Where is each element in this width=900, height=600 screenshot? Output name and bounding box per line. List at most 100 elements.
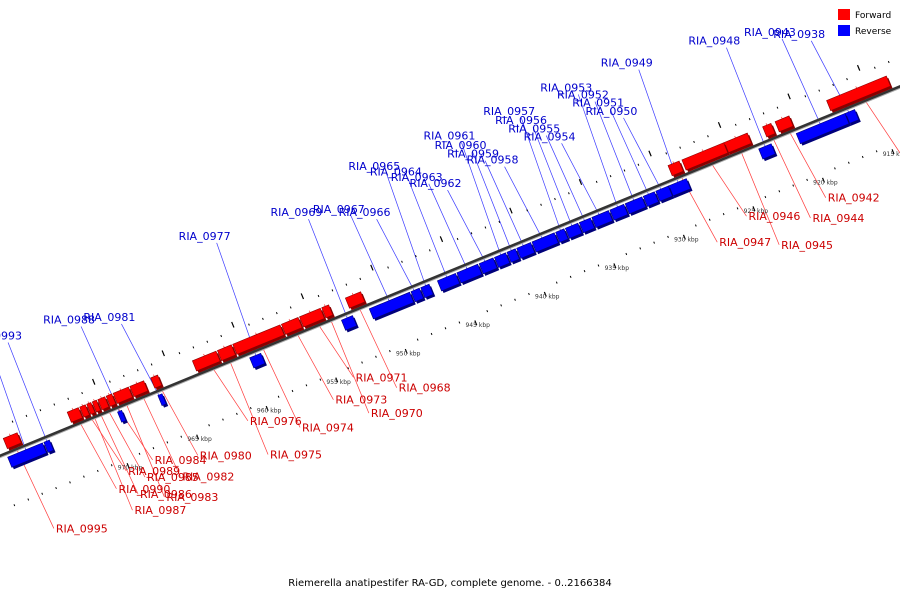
gene-label-RIA_0967[interactable]: RIA_0967 [313, 203, 365, 216]
gene-label-RIA_0948[interactable]: RIA_0948 [688, 35, 740, 48]
gene-label-RIA_0944[interactable]: RIA_0944 [812, 212, 864, 225]
gene-RIA_0952[interactable] [624, 196, 649, 216]
gene-label-RIA_0938[interactable]: RIA_0938 [773, 28, 825, 41]
gene-label-RIA_0964[interactable]: RIA_0964 [370, 165, 422, 178]
gene-RIA_0981[interactable] [157, 393, 169, 408]
gene-RIA_0941[interactable] [826, 75, 893, 113]
gene-RIA_0964[interactable] [437, 272, 462, 293]
gene-label-RIA_0977[interactable]: RIA_0977 [179, 230, 231, 243]
gene-RIA_0944[interactable] [762, 122, 778, 139]
gene-label-RIA_0954[interactable]: RIA_0954 [524, 130, 576, 143]
gene-label-RIA_0980[interactable]: RIA_0980 [200, 449, 252, 462]
gene-RIA_0954[interactable] [591, 210, 615, 230]
gene-label-RIA_0974[interactable]: RIA_0974 [302, 421, 354, 434]
gene-RIA_0974[interactable] [232, 324, 287, 357]
gene-RIA_0943[interactable] [795, 113, 852, 146]
gene-RIA_0963[interactable] [456, 263, 484, 285]
gene-label-RIA_0968[interactable]: RIA_0968 [399, 382, 451, 395]
gene-RIA_0977[interactable] [249, 352, 267, 370]
gene-RIA_0982[interactable] [129, 380, 150, 399]
gene-RIA_0970[interactable] [321, 304, 335, 320]
gene-label-RIA_0988[interactable]: RIA_0988 [43, 313, 95, 326]
gene-label-RIA_0976[interactable]: RIA_0976 [250, 415, 302, 428]
gene-label-RIA_0958[interactable]: RIA_0958 [467, 154, 519, 167]
gene-label-RIA_0949[interactable]: RIA_0949 [601, 57, 653, 70]
gene-RIA_0985[interactable] [97, 396, 111, 412]
gene-label-RIA_0961[interactable]: RIA_0961 [423, 129, 475, 142]
gene-RIA_0961[interactable] [494, 252, 512, 270]
gene-label-RIA_0985[interactable]: RIA_0985 [147, 471, 199, 484]
gene-label-RIA_0993[interactable]: RIA_0993 [0, 329, 22, 342]
gene-RIA_0995[interactable] [2, 432, 24, 451]
gene-RIA_0980[interactable] [150, 374, 164, 391]
gene-label-RIA_0995[interactable]: RIA_0995 [56, 522, 108, 535]
gene-RIA_0989[interactable] [79, 404, 92, 420]
leader-line [577, 94, 623, 220]
gene-RIA_0967[interactable] [368, 291, 416, 321]
gene-label-RIA_0966[interactable]: RIA_0966 [339, 206, 391, 219]
gene-label-RIA_0965[interactable]: RIA_0965 [348, 160, 400, 173]
gene-RIA_0951[interactable] [642, 191, 661, 209]
gene-label-RIA_0981[interactable]: RIA_0981 [83, 311, 135, 324]
gene-RIA_0958[interactable] [531, 232, 561, 255]
gene-RIA_0976[interactable] [191, 350, 223, 373]
gene-label-RIA_0945[interactable]: RIA_0945 [781, 239, 833, 252]
gene-RIA_0969[interactable] [341, 315, 359, 333]
gene-label-RIA_0963[interactable]: RIA_0963 [391, 171, 443, 184]
gene-RIA_0966[interactable] [410, 287, 426, 304]
gene-label-RIA_0990[interactable]: RIA_0990 [118, 483, 170, 496]
axis-tick [734, 123, 737, 126]
gene-label-RIA_0982[interactable]: RIA_0982 [182, 470, 234, 483]
gene-label-RIA_0986[interactable]: RIA_0986 [140, 488, 192, 501]
gene-RIA_0987[interactable] [86, 402, 98, 417]
gene-RIA_0959[interactable] [516, 242, 537, 261]
gene-label-RIA_0962[interactable]: RIA_0962 [410, 177, 462, 190]
gene-label-RIA_0973[interactable]: RIA_0973 [335, 394, 387, 407]
gene-label-RIA_0950[interactable]: RIA_0950 [585, 105, 637, 118]
gene-RIA_0965[interactable] [420, 283, 436, 300]
gene-label-RIA_0987[interactable]: RIA_0987 [134, 504, 186, 517]
axis-tick [361, 361, 363, 364]
gene-RIA_0986[interactable] [91, 399, 103, 415]
gene-label-RIA_0951[interactable]: RIA_0951 [572, 96, 624, 109]
gene-RIA_0983[interactable] [112, 386, 135, 406]
gene-label-RIA_0959[interactable]: RIA_0959 [447, 148, 499, 161]
gene-label-RIA_0960[interactable]: RIA_0960 [435, 139, 487, 152]
gene-RIA_0993[interactable] [43, 439, 56, 455]
gene-RIA_0955[interactable] [578, 217, 597, 235]
gene-RIA_0946[interactable] [681, 142, 730, 173]
gene-label-RIA_0957[interactable]: RIA_0957 [483, 105, 535, 118]
gene-label-RIA_0943[interactable]: RIA_0943 [744, 26, 796, 39]
gene-label-RIA_0975[interactable]: RIA_0975 [270, 449, 322, 462]
gene-label-RIA_0953[interactable]: RIA_0953 [540, 81, 592, 94]
gene-label-RIA_0989[interactable]: RIA_0989 [128, 465, 180, 478]
gene-RIA_0973[interactable] [280, 317, 305, 337]
gene-RIA_0990[interactable] [66, 407, 85, 425]
gene-RIA_0971[interactable] [299, 307, 327, 330]
gene-label-RIA_0947[interactable]: RIA_0947 [719, 236, 771, 249]
gene-RIA_0942[interactable] [774, 115, 796, 134]
gene-RIA_0953[interactable] [609, 203, 630, 223]
gene-label-RIA_0984[interactable]: RIA_0984 [155, 454, 207, 467]
gene-label-RIA_0971[interactable]: RIA_0971 [356, 371, 408, 384]
gene-label-RIA_0955[interactable]: RIA_0955 [508, 123, 560, 136]
gene-RIA_0956[interactable] [564, 222, 585, 241]
gene-label-RIA_0970[interactable]: RIA_0970 [371, 407, 423, 420]
gene-RIA_0962[interactable] [478, 257, 500, 276]
gene-label-RIA_0946[interactable]: RIA_0946 [748, 210, 800, 223]
gene-RIA_0984[interactable] [105, 393, 118, 409]
gene-label-RIA_0956[interactable]: RIA_0956 [495, 114, 547, 127]
gene-label-RIA_0983[interactable]: RIA_0983 [166, 491, 218, 504]
gene-RIA_0960[interactable] [506, 248, 522, 265]
gene-RIA_0950[interactable] [655, 185, 675, 204]
gene-RIA_0947[interactable] [667, 160, 686, 178]
gene-RIA_0957[interactable] [555, 228, 571, 245]
gene-label-RIA_0952[interactable]: RIA_0952 [557, 89, 609, 102]
gene-RIA_0988[interactable] [117, 409, 128, 425]
gene-label-RIA_0969[interactable]: RIA_0969 [270, 206, 322, 219]
gene-RIA_0994[interactable] [7, 442, 49, 470]
gene-RIA_0948[interactable] [758, 143, 778, 162]
gene-RIA_0968[interactable] [344, 291, 367, 311]
gene-label-RIA_0942[interactable]: RIA_0942 [828, 192, 880, 205]
gene-RIA_0975[interactable] [216, 344, 238, 363]
